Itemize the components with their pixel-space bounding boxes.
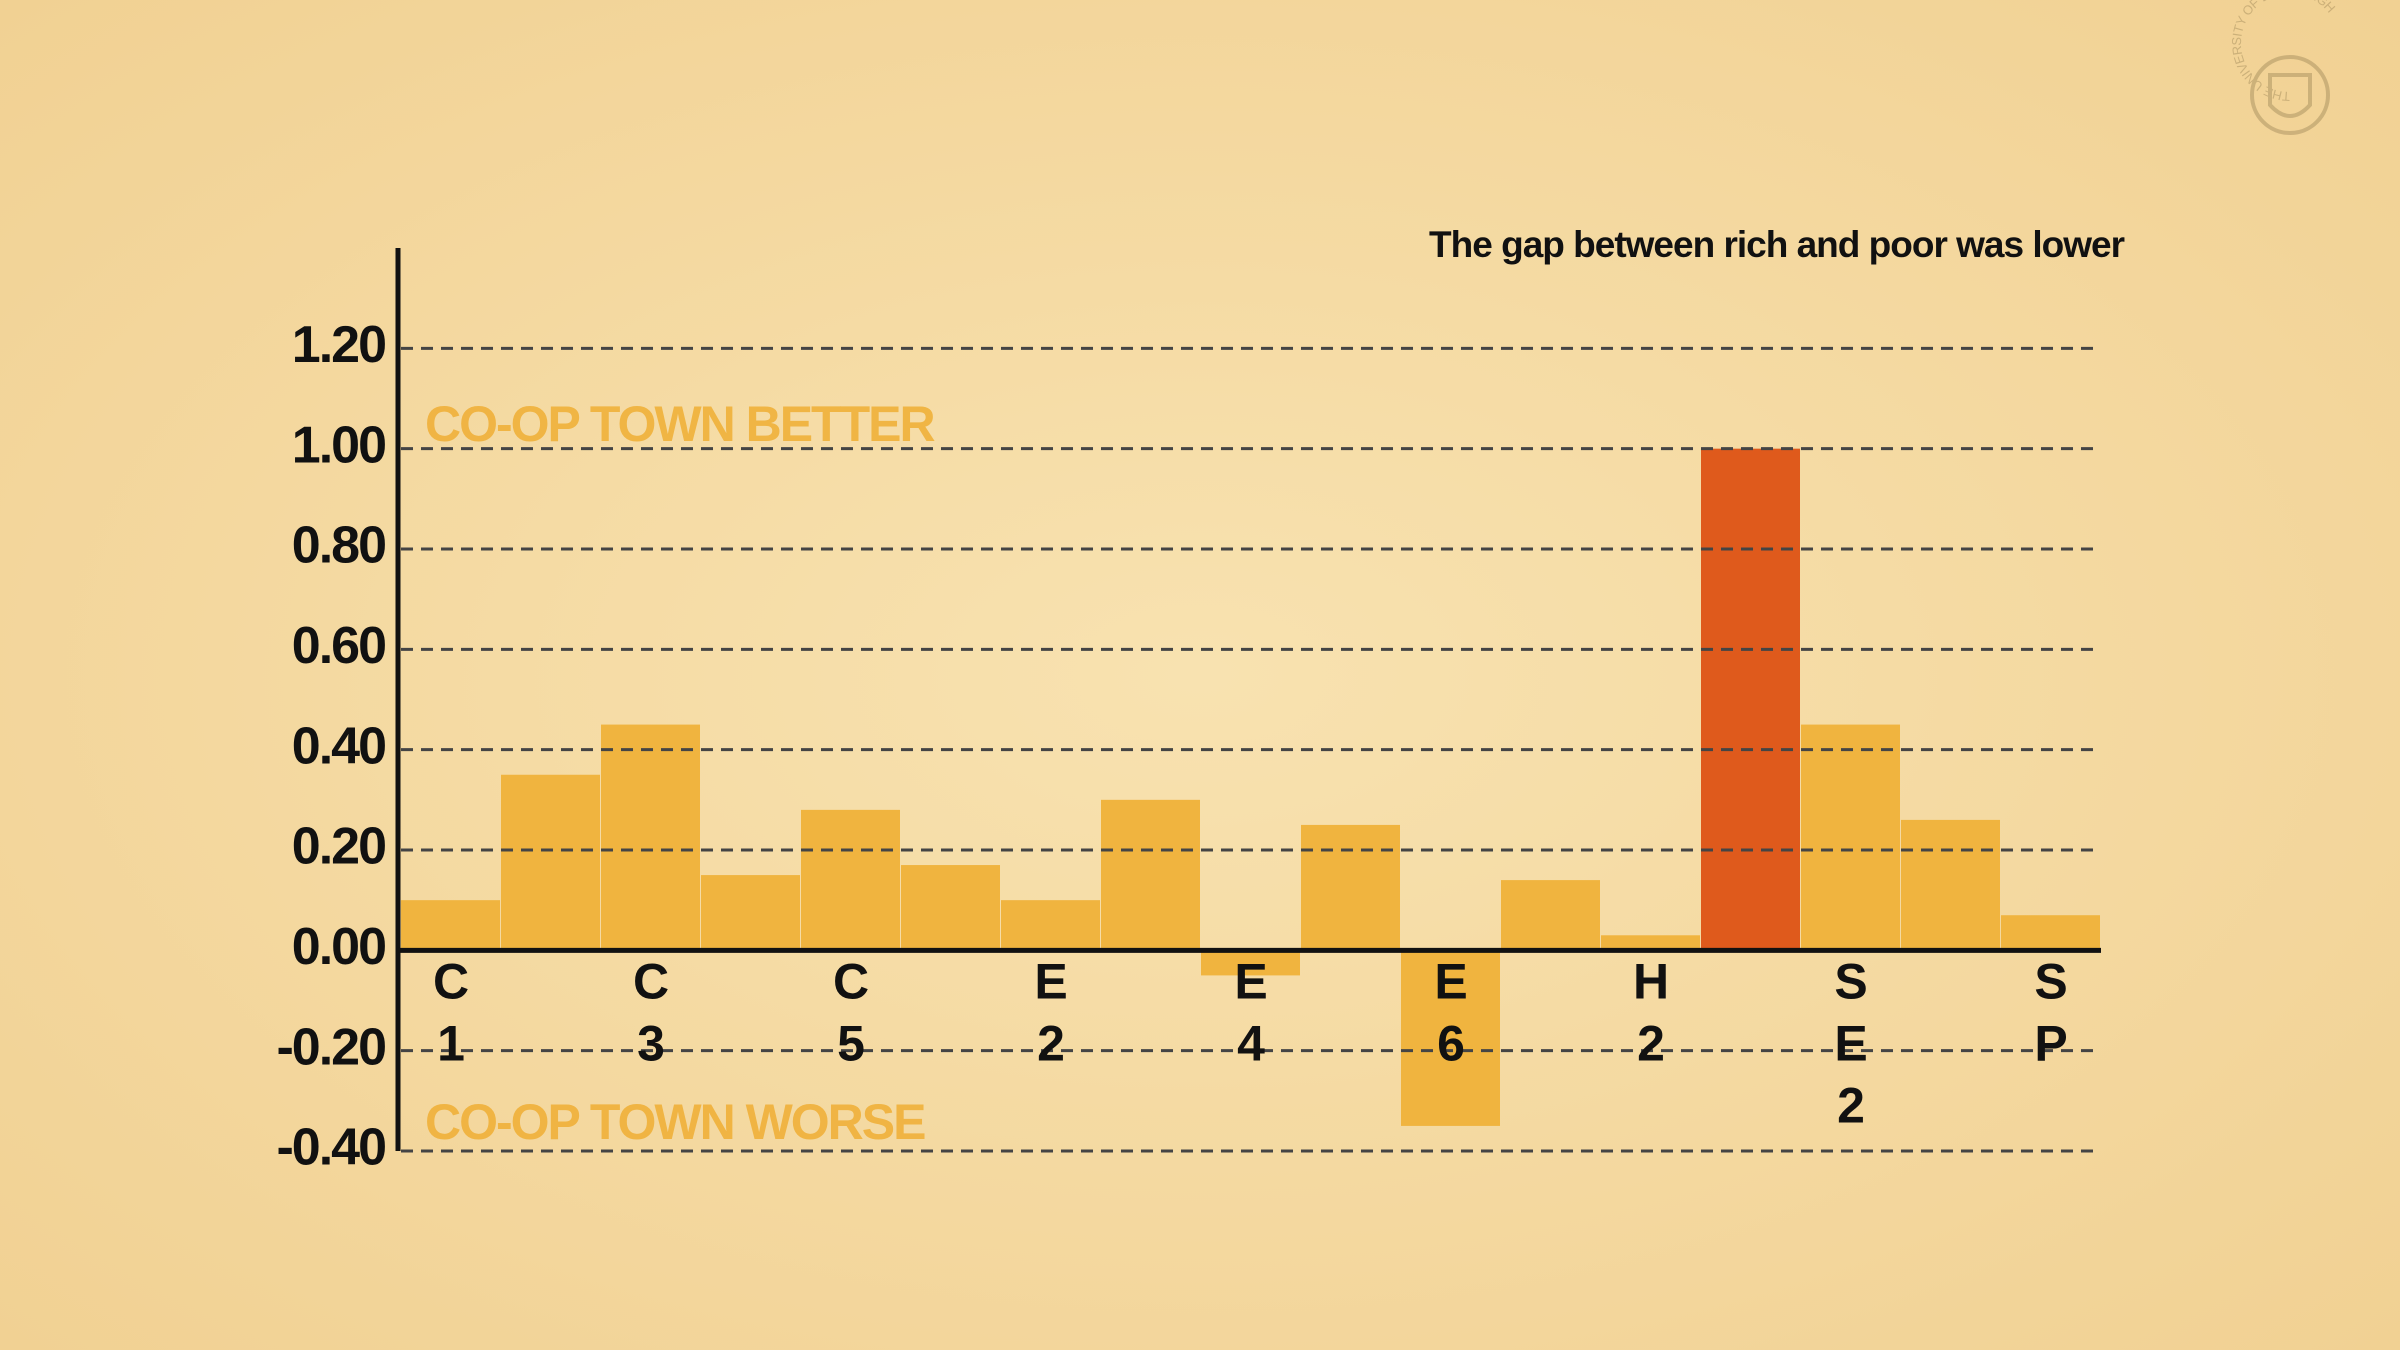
x-tick-char: 6	[1437, 1016, 1465, 1072]
x-tick-char: C	[433, 954, 469, 1010]
y-tick-label: 0.80	[292, 517, 385, 575]
x-tick-char: S	[1834, 954, 1867, 1010]
bar	[1601, 935, 1700, 951]
y-tick-label: -0.20	[276, 1018, 385, 1076]
annotation: CO-OP TOWN BETTER	[425, 396, 935, 452]
x-tick-char: H	[1633, 954, 1669, 1010]
x-tick-char: E	[1234, 954, 1267, 1010]
bar	[801, 809, 900, 951]
x-tick-char: 2	[1837, 1078, 1865, 1134]
bar	[1201, 950, 1300, 976]
bar	[901, 865, 1000, 951]
y-tick-label: 0.20	[292, 818, 385, 876]
bar	[1101, 799, 1200, 951]
bar	[401, 900, 500, 951]
x-tick-char: E	[1434, 954, 1467, 1010]
logo-shield	[2268, 73, 2312, 118]
y-tick-label: 0.00	[292, 918, 385, 976]
bar	[1801, 724, 1900, 951]
bar	[701, 875, 800, 951]
x-tick-char: S	[2034, 954, 2067, 1010]
x-tick-char: E	[1034, 954, 1067, 1010]
x-tick-char: 2	[1037, 1016, 1065, 1072]
bar	[601, 724, 700, 951]
annotation: CO-OP TOWN WORSE	[425, 1094, 925, 1150]
x-tick-char: C	[633, 954, 669, 1010]
x-tick-char: C	[833, 954, 869, 1010]
x-tick-char: 4	[1237, 1016, 1265, 1072]
x-tick-char: 5	[837, 1016, 865, 1072]
x-tick-char: P	[2034, 1016, 2067, 1072]
bar	[1301, 824, 1400, 951]
y-tick-label: 0.60	[292, 617, 385, 675]
bar	[1901, 819, 2000, 951]
x-tick-char: 3	[637, 1016, 665, 1072]
x-tick-char: E	[1834, 1016, 1867, 1072]
bar	[2001, 915, 2100, 951]
bar	[501, 774, 600, 951]
chart-title: The gap between rich and poor was lower	[1429, 224, 2125, 265]
y-tick-label: 0.40	[292, 717, 385, 775]
bar	[1701, 448, 1800, 951]
bar	[1001, 900, 1100, 951]
y-tick-label: 1.00	[292, 416, 385, 474]
x-tick-char: 2	[1637, 1016, 1665, 1072]
y-tick-label: 1.20	[292, 316, 385, 374]
y-tick-label: -0.40	[276, 1119, 385, 1177]
bar	[1501, 880, 1600, 951]
bar	[1401, 950, 1500, 1126]
x-tick-char: 1	[437, 1016, 465, 1072]
logo-crest	[2250, 55, 2330, 135]
